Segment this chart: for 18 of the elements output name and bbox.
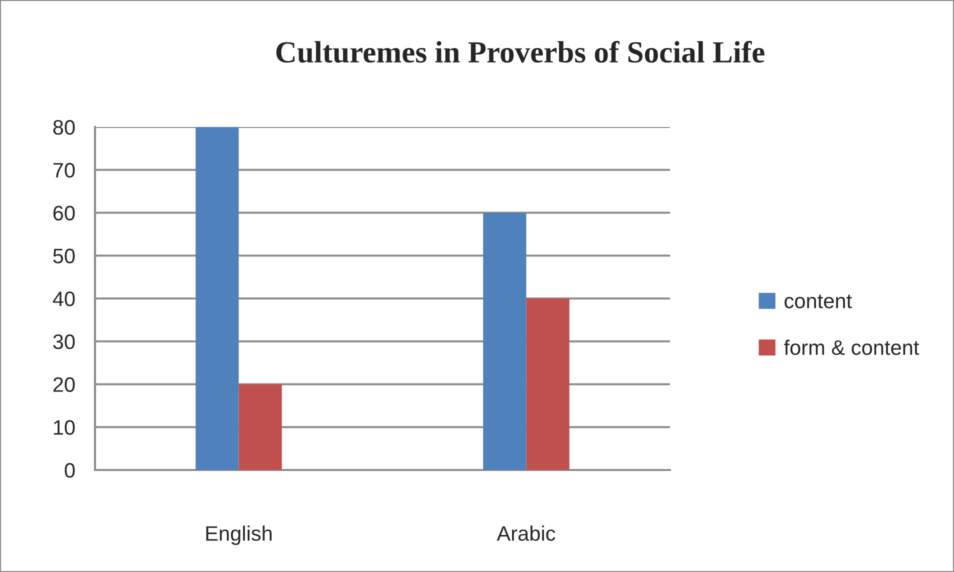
y-tick-label: 20 xyxy=(53,377,75,392)
y-tick-label: 0 xyxy=(64,463,75,478)
x-tick-label: English xyxy=(206,526,272,545)
bar xyxy=(526,298,570,470)
y-tick-label: 40 xyxy=(52,292,75,306)
y-tick-label: 10 xyxy=(54,420,75,435)
y-tick-label: 30 xyxy=(53,334,75,350)
legend-label: form & content xyxy=(784,340,920,355)
y-tick-label: 50 xyxy=(53,248,75,264)
y-tick-label: 80 xyxy=(53,120,75,135)
y-tick-label: 70 xyxy=(53,162,75,178)
bar xyxy=(483,212,526,470)
bar xyxy=(238,384,282,470)
y-tick-label: 60 xyxy=(53,206,75,221)
x-tick-label: Arabic xyxy=(496,526,556,541)
chart-title: Culturemes in Proverbs of Social Life xyxy=(276,40,764,63)
bar xyxy=(196,127,239,470)
legend-label: content xyxy=(784,294,852,308)
